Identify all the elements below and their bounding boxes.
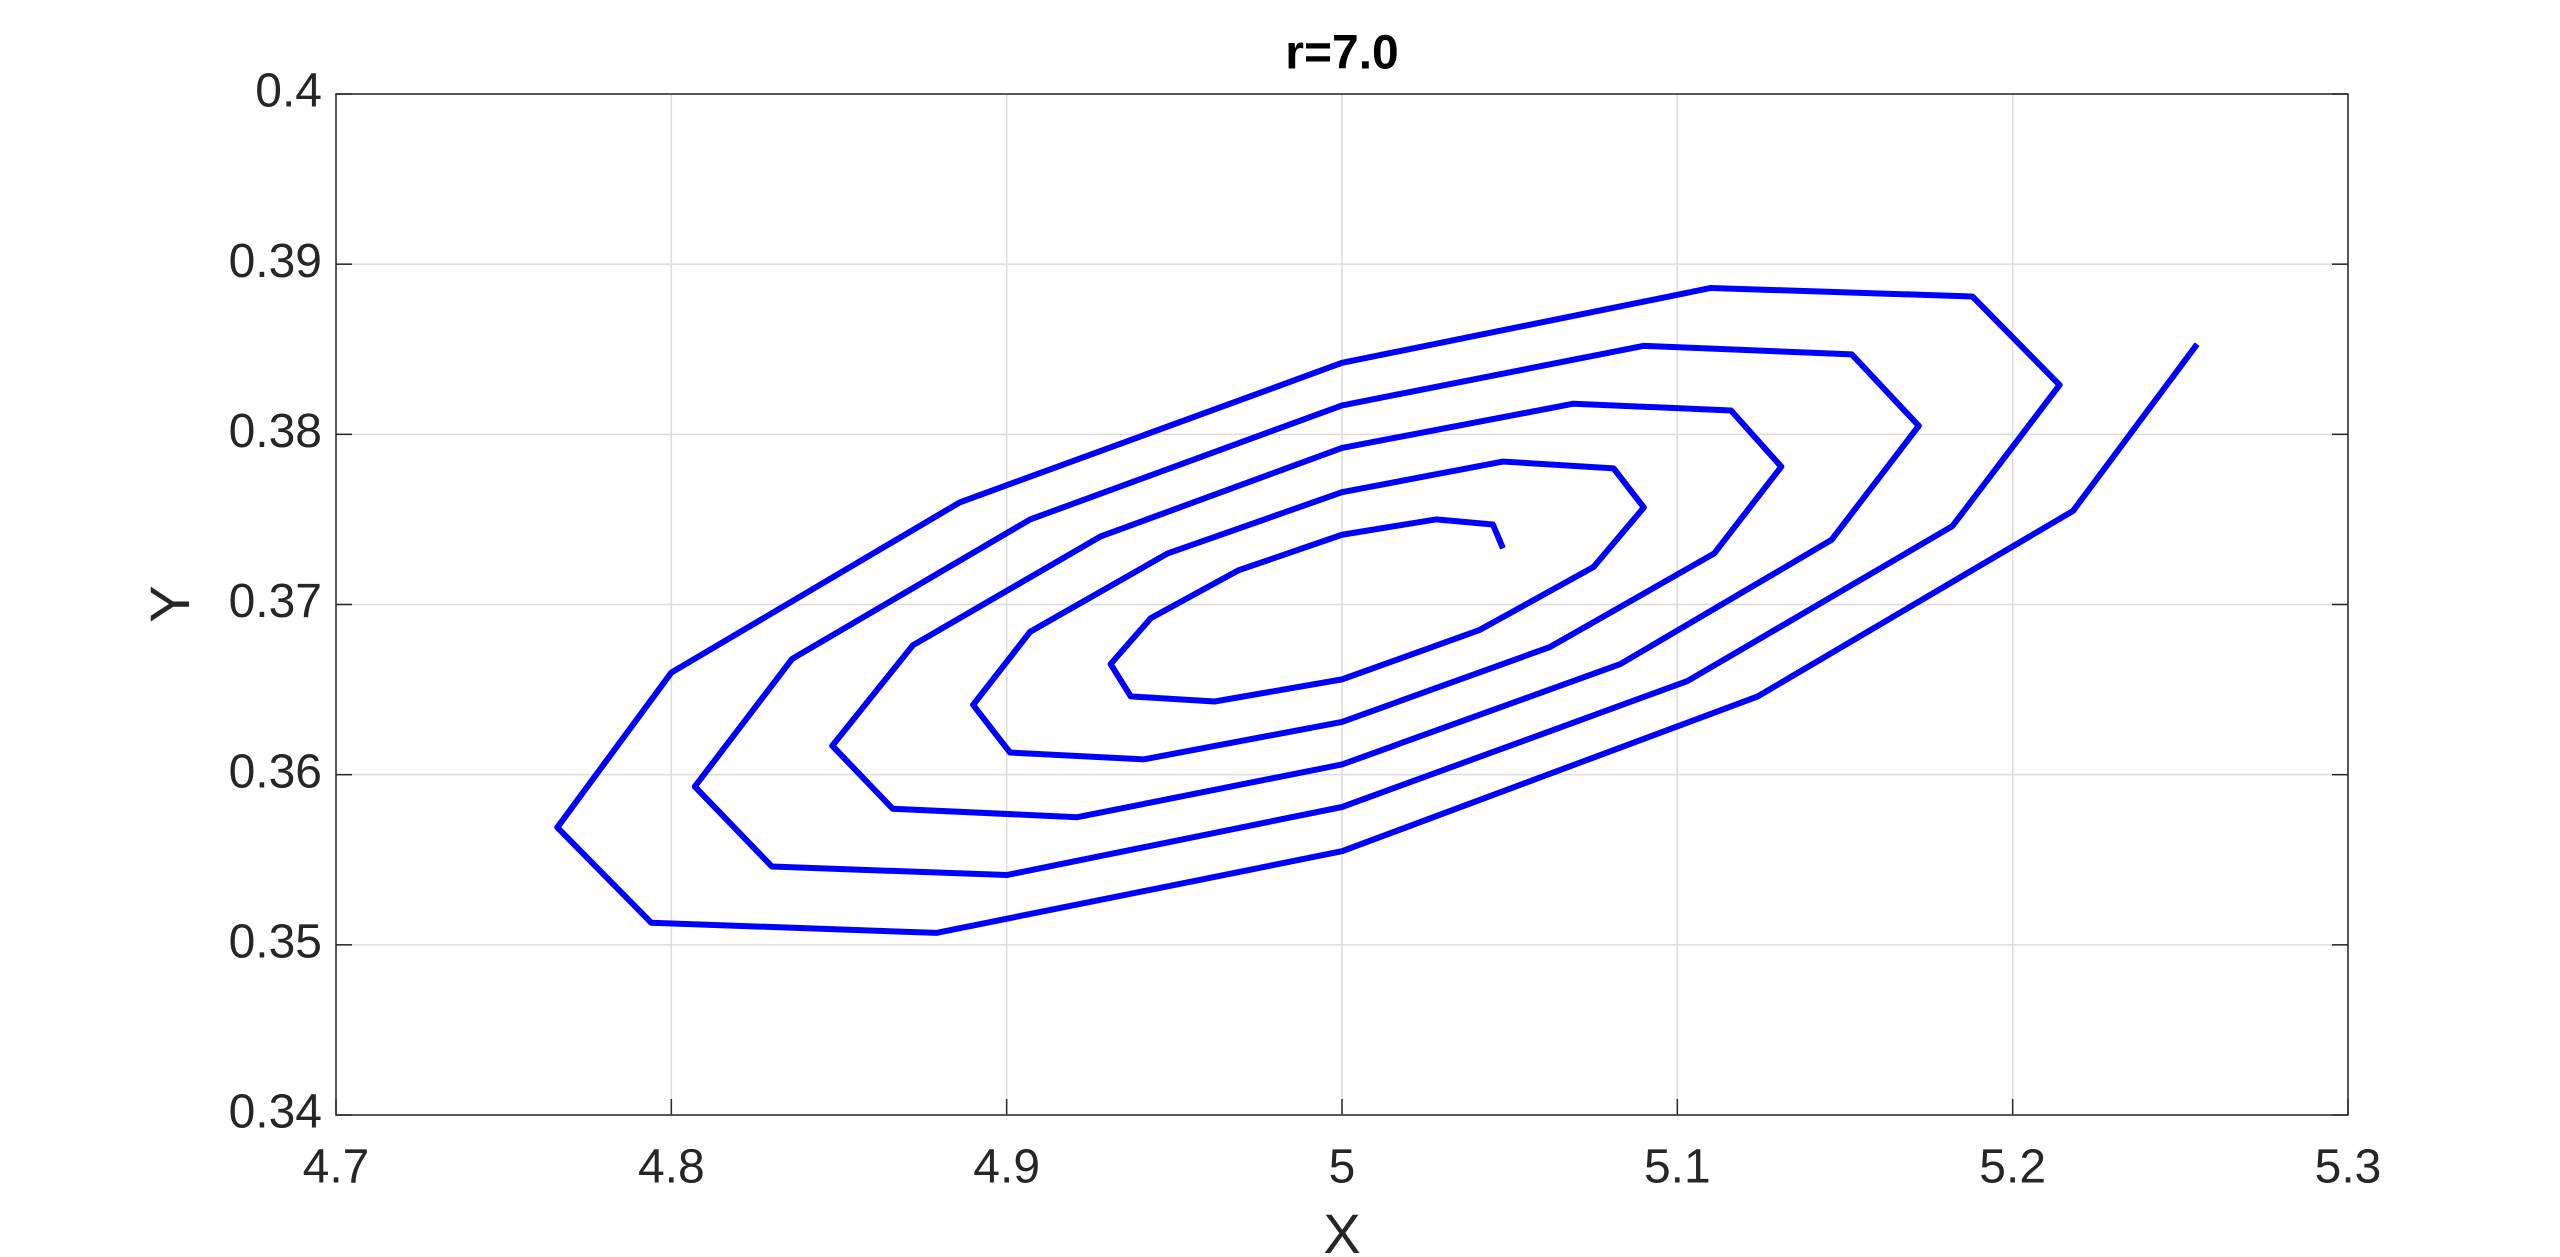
y-tick-label: 0.4 [255,65,322,118]
y-tick-label: 0.38 [229,405,322,458]
axes-box [335,93,2349,1116]
trajectory-line [554,284,2200,936]
x-axis-label: X [1323,1202,1360,1257]
x-tick-label: 4.8 [638,1141,705,1194]
x-tick-label: 4.9 [973,1141,1040,1194]
y-tick-label: 0.36 [229,745,322,798]
y-tick-label: 0.39 [229,235,322,288]
x-tick-label: 5 [1329,1141,1356,1194]
x-tick-label: 5.1 [1644,1141,1711,1194]
chart-title: r=7.0 [1285,27,1398,80]
x-tick-label: 5.3 [2315,1141,2382,1194]
y-tick-label: 0.34 [229,1086,322,1139]
y-tick-label: 0.37 [229,575,322,628]
x-tick-label: 4.7 [303,1141,370,1194]
y-axis-label: Y [138,585,201,622]
x-tick-label: 5.2 [1979,1141,2046,1194]
y-tick-label: 0.35 [229,916,322,969]
